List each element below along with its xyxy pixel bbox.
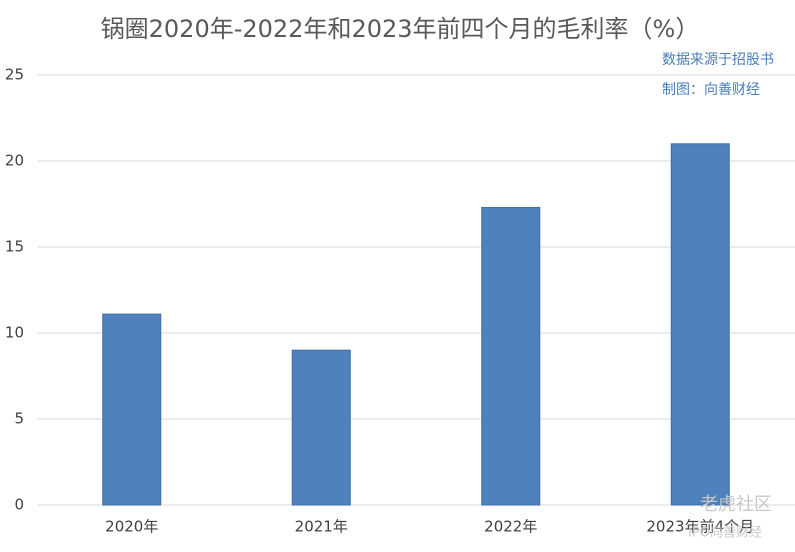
x-tick-label: 2020年: [105, 518, 158, 536]
x-tick-label: 2023年前4个月: [646, 518, 754, 536]
watermark: 老虎社区: [700, 494, 772, 515]
bar: [670, 143, 730, 506]
source-note: 数据来源于招股书: [662, 52, 774, 68]
y-tick-label: 15: [5, 238, 24, 256]
author-note: 制图：向善财经: [662, 82, 760, 98]
chart-title: 锅圈2020年-2022年和2023年前四个月的毛利率（%）: [101, 15, 700, 43]
x-tick-label: 2021年: [295, 518, 348, 536]
y-tick-label: 0: [14, 496, 24, 514]
y-tick-label: 25: [5, 66, 24, 84]
bar: [291, 349, 351, 506]
x-tick-label: 2022年: [484, 518, 537, 536]
y-tick-label: 10: [5, 324, 24, 342]
watermark: IPO向善财经: [688, 525, 762, 541]
y-tick-label: 20: [5, 152, 24, 170]
y-tick-label: 5: [14, 410, 24, 428]
bar: [481, 206, 541, 506]
bar: [102, 313, 162, 506]
